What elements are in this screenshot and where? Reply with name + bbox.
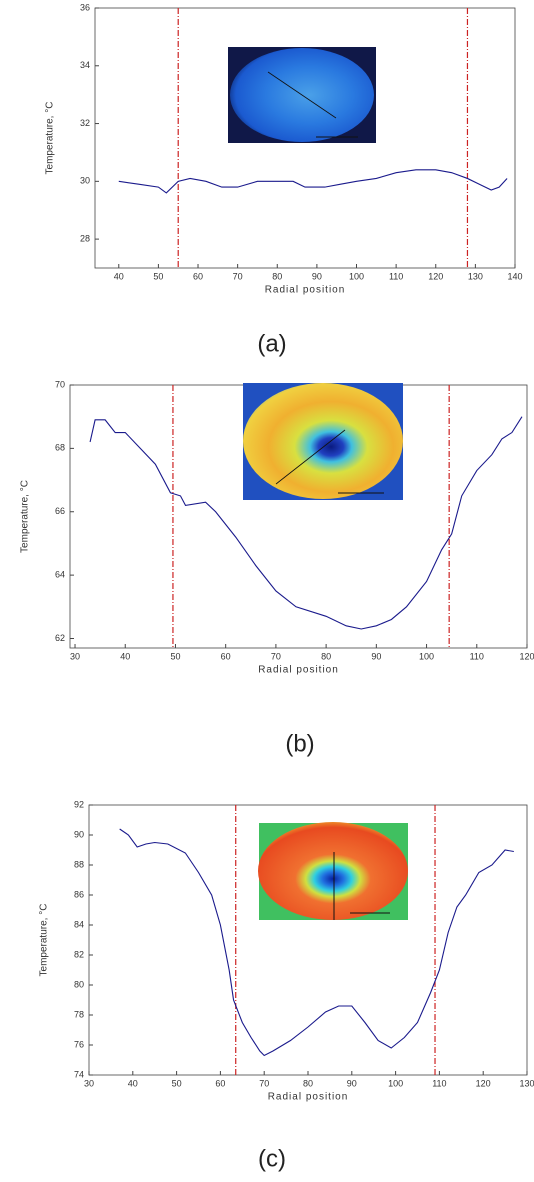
y-tick-label: 84 xyxy=(74,919,84,929)
panel-label: (c) xyxy=(258,1145,286,1172)
inset-image xyxy=(228,47,376,143)
x-axis-label: Radial position xyxy=(258,665,339,676)
x-tick-label: 60 xyxy=(221,651,231,661)
x-tick-label: 60 xyxy=(215,1078,225,1088)
x-axis-label: Radial position xyxy=(265,285,346,296)
panel-label: (b) xyxy=(285,730,314,757)
x-tick-label: 50 xyxy=(153,271,163,281)
y-tick-label: 68 xyxy=(55,443,65,453)
data-line xyxy=(89,416,523,630)
x-tick-label: 100 xyxy=(419,651,434,661)
x-tick-label: 110 xyxy=(389,271,403,281)
y-tick-label: 70 xyxy=(55,379,65,389)
x-tick-label: 90 xyxy=(347,1078,357,1088)
x-tick-label: 100 xyxy=(388,1078,403,1088)
x-tick-label: 70 xyxy=(259,1078,269,1088)
y-tick-label: 30 xyxy=(80,176,90,186)
x-tick-label: 50 xyxy=(172,1078,182,1088)
y-tick-label: 62 xyxy=(55,633,65,643)
x-tick-label: 80 xyxy=(321,651,331,661)
x-tick-label: 120 xyxy=(519,651,534,661)
inset-image xyxy=(243,383,403,500)
data-line xyxy=(119,828,514,1057)
x-axis-label: Radial position xyxy=(268,1092,349,1103)
x-tick-label: 110 xyxy=(470,651,484,661)
y-tick-label: 34 xyxy=(80,60,90,70)
y-tick-label: 36 xyxy=(80,2,90,12)
y-tick-label: 32 xyxy=(80,118,90,128)
x-tick-label: 80 xyxy=(303,1078,313,1088)
y-axis-label: Temperature, °C xyxy=(39,904,50,977)
x-tick-label: 70 xyxy=(271,651,281,661)
x-tick-label: 100 xyxy=(349,271,364,281)
y-tick-label: 80 xyxy=(74,979,84,989)
x-tick-label: 90 xyxy=(312,271,322,281)
x-tick-label: 120 xyxy=(476,1078,491,1088)
x-tick-label: 30 xyxy=(84,1078,94,1088)
y-tick-label: 90 xyxy=(74,829,84,839)
y-tick-label: 88 xyxy=(74,859,84,869)
y-axis-label: Temperature, °C xyxy=(45,102,56,175)
x-tick-label: 130 xyxy=(468,271,483,281)
x-tick-label: 30 xyxy=(70,651,80,661)
x-tick-label: 80 xyxy=(272,271,282,281)
y-tick-label: 78 xyxy=(74,1009,84,1019)
data-line xyxy=(118,169,508,194)
x-tick-label: 90 xyxy=(371,651,381,661)
x-tick-label: 50 xyxy=(170,651,180,661)
inset-image xyxy=(258,822,408,920)
x-tick-label: 130 xyxy=(519,1078,534,1088)
y-tick-label: 82 xyxy=(74,949,84,959)
panel-label: (a) xyxy=(257,330,286,357)
plot-frame xyxy=(94,7,516,269)
y-tick-label: 64 xyxy=(55,569,65,579)
x-tick-label: 40 xyxy=(114,271,124,281)
y-tick-label: 92 xyxy=(74,799,84,809)
y-tick-label: 66 xyxy=(55,506,65,516)
x-tick-label: 60 xyxy=(193,271,203,281)
x-tick-label: 40 xyxy=(128,1078,138,1088)
x-tick-label: 140 xyxy=(507,271,522,281)
y-tick-label: 76 xyxy=(74,1039,84,1049)
x-tick-label: 40 xyxy=(120,651,130,661)
y-tick-label: 74 xyxy=(74,1069,84,1079)
y-tick-label: 28 xyxy=(80,233,90,243)
x-tick-label: 120 xyxy=(428,271,443,281)
y-axis-label: Temperature, °C xyxy=(20,480,31,553)
x-tick-label: 70 xyxy=(233,271,243,281)
x-tick-label: 110 xyxy=(432,1078,446,1088)
y-tick-label: 86 xyxy=(74,889,84,899)
